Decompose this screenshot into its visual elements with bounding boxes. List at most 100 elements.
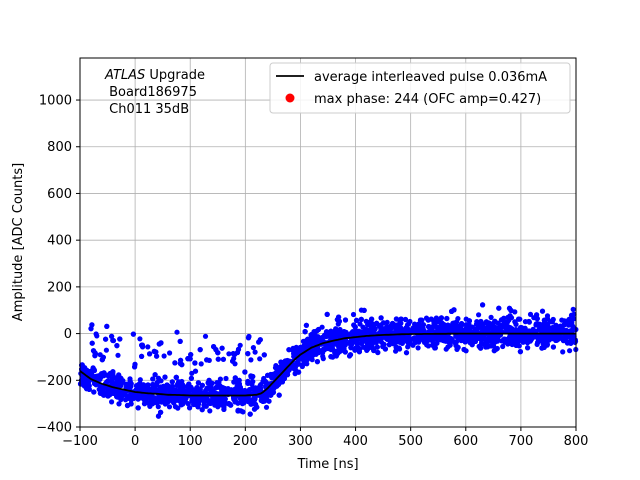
scatter-point bbox=[516, 316, 522, 322]
scatter-point bbox=[188, 375, 194, 381]
scatter-point bbox=[342, 317, 349, 323]
scatter-point bbox=[295, 361, 302, 367]
scatter-point bbox=[419, 317, 425, 323]
scatter-point bbox=[132, 361, 138, 367]
scatter-point bbox=[223, 375, 229, 382]
scatter-point bbox=[315, 326, 322, 333]
scatter-point bbox=[369, 344, 375, 350]
scatter-point bbox=[492, 339, 498, 345]
scatter-point bbox=[393, 316, 399, 322]
legend: average interleaved pulse 0.036mA max ph… bbox=[269, 62, 571, 114]
scatter-point bbox=[474, 335, 480, 342]
scatter-point bbox=[90, 348, 97, 354]
scatter-point bbox=[257, 356, 263, 362]
scatter-point bbox=[155, 413, 162, 419]
scatter-point bbox=[114, 343, 120, 349]
scatter-point bbox=[186, 381, 192, 387]
scatter-point bbox=[215, 404, 221, 410]
scatter-point bbox=[123, 381, 129, 387]
scatter-point bbox=[376, 336, 382, 342]
scatter-point bbox=[524, 340, 531, 346]
y-tick-label: 1000 bbox=[39, 94, 72, 109]
scatter-point bbox=[195, 404, 201, 410]
scatter-point bbox=[423, 315, 430, 321]
scatter-point bbox=[266, 388, 272, 394]
scatter-point bbox=[118, 375, 124, 381]
y-tick-label: 600 bbox=[47, 187, 72, 202]
scatter-point bbox=[209, 380, 215, 386]
annotation-line-1: ATLAS Upgrade bbox=[104, 68, 205, 83]
scatter-point bbox=[394, 344, 400, 351]
annotation-line-3: Ch011 35dB bbox=[105, 102, 189, 117]
y-axis-ticks: −400 −200 0 200 400 600 800 1000 bbox=[36, 94, 80, 436]
scatter-point bbox=[488, 314, 494, 320]
scatter-point bbox=[352, 324, 358, 330]
scatter-point bbox=[171, 396, 177, 402]
scatter-point bbox=[263, 404, 270, 410]
scatter-point bbox=[242, 369, 248, 375]
scatter-point bbox=[130, 331, 136, 337]
scatter-point bbox=[526, 318, 532, 325]
scatter-point bbox=[339, 339, 345, 345]
scatter-point bbox=[135, 405, 141, 411]
scatter-point bbox=[398, 316, 404, 322]
scatter-point bbox=[257, 337, 263, 343]
scatter-point bbox=[107, 370, 113, 377]
scatter-point bbox=[533, 315, 540, 321]
scatter-point bbox=[84, 386, 90, 392]
scatter-point bbox=[514, 333, 520, 339]
scatter-point bbox=[199, 407, 205, 413]
x-tick-label: 500 bbox=[398, 434, 423, 449]
scatter-point bbox=[517, 349, 524, 355]
scatter-point bbox=[401, 327, 407, 334]
scatter-point bbox=[379, 328, 386, 334]
y-tick-label: −400 bbox=[36, 421, 72, 436]
scatter-point bbox=[179, 398, 185, 404]
scatter-point bbox=[133, 387, 139, 393]
scatter-point bbox=[226, 351, 232, 357]
scatter-point bbox=[137, 336, 143, 342]
scatter-point bbox=[230, 358, 236, 364]
scatter-point bbox=[420, 322, 426, 328]
scatter-point bbox=[120, 390, 126, 396]
scatter-point bbox=[180, 382, 186, 388]
scatter-point bbox=[496, 305, 502, 311]
scatter-point bbox=[568, 312, 575, 318]
x-tick-label: 700 bbox=[508, 434, 533, 449]
scatter-point bbox=[197, 347, 203, 353]
scatter-point bbox=[281, 375, 287, 382]
scatter-point bbox=[513, 321, 519, 327]
scatter-point bbox=[153, 349, 159, 355]
scatter-point bbox=[219, 345, 225, 351]
scatter-point bbox=[237, 384, 243, 390]
scatter-point bbox=[276, 392, 282, 398]
scatter-point bbox=[88, 326, 94, 332]
scatter-point bbox=[207, 400, 213, 406]
scatter-point bbox=[553, 337, 559, 343]
x-axis-ticks: −100 0 100 200 300 400 500 600 700 800 bbox=[62, 427, 588, 449]
scatter-point bbox=[275, 365, 281, 371]
y-tick-label: 400 bbox=[47, 234, 72, 249]
scatter-point bbox=[94, 333, 100, 339]
scatter-point bbox=[290, 345, 296, 351]
scatter-point bbox=[167, 389, 173, 395]
scatter-point bbox=[413, 338, 419, 344]
scatter-point bbox=[422, 336, 428, 342]
scatter-point bbox=[249, 401, 255, 407]
scatter-point bbox=[430, 342, 436, 348]
scatter-point bbox=[284, 372, 291, 378]
scatter-point bbox=[496, 325, 502, 331]
scatter-point bbox=[188, 352, 194, 358]
scatter-point bbox=[493, 346, 500, 352]
scatter-point bbox=[216, 380, 222, 386]
scatter-point bbox=[500, 343, 506, 350]
scatter-point bbox=[444, 315, 450, 322]
scatter-point bbox=[352, 347, 358, 353]
scatter-point bbox=[161, 398, 167, 404]
scatter-point bbox=[314, 359, 320, 365]
scatter-point bbox=[334, 330, 341, 336]
scatter-point bbox=[302, 329, 308, 335]
scatter-point bbox=[479, 325, 486, 331]
scatter-point bbox=[113, 375, 119, 381]
scatter-point bbox=[139, 342, 145, 348]
